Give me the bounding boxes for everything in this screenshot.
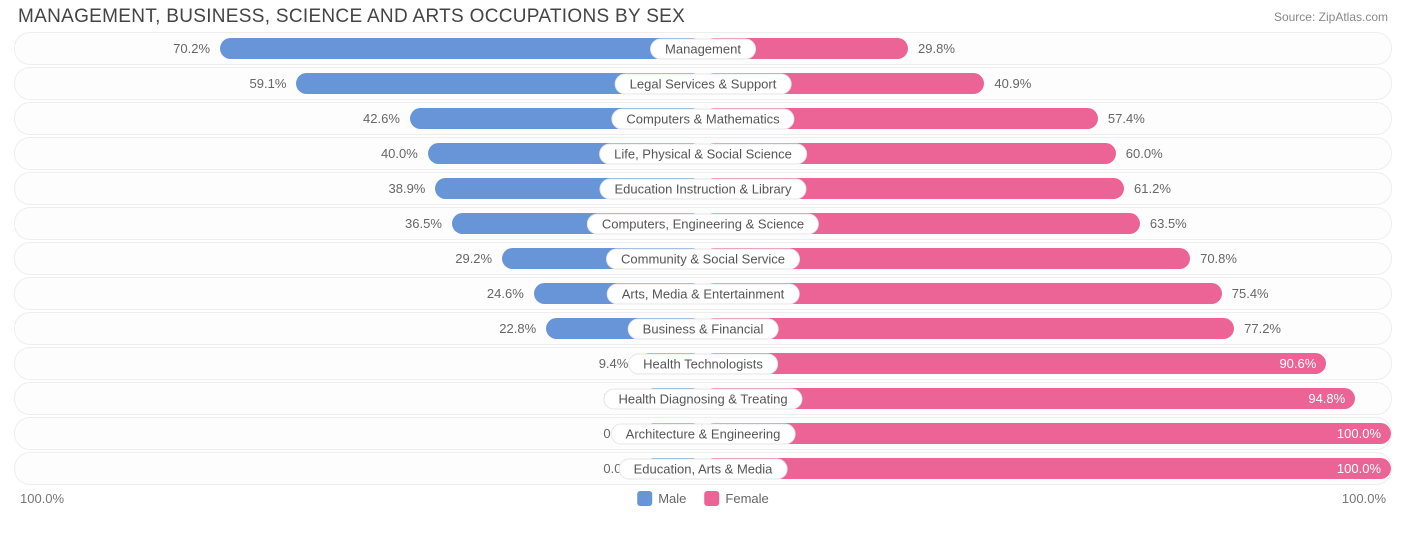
chart-row: 38.9% 61.2% Education Instruction & Librar… [14,172,1392,205]
male-half: 59.1% [15,68,703,99]
category-label: Computers, Engineering & Science [587,213,819,234]
legend-male: Male [637,491,686,506]
male-swatch [637,491,652,506]
female-bar: 100.0% [703,423,1391,444]
female-pct-label: 100.0% [1327,461,1391,476]
legend: Male Female [637,491,769,506]
female-half: 77.2% [703,313,1391,344]
legend-female: Female [704,491,768,506]
category-label: Life, Physical & Social Science [599,143,807,164]
chart-row: 24.6% 75.4% Arts, Media & Entertainment [14,277,1392,310]
female-pct-label: 90.6% [1269,356,1326,371]
male-pct-label: 24.6% [477,286,534,301]
male-half: 29.2% [15,243,703,274]
female-pct-label: 60.0% [1116,146,1173,161]
female-pct-label: 77.2% [1234,321,1291,336]
category-label: Education, Arts & Media [619,458,788,479]
female-bar: 100.0% [703,458,1391,479]
male-half: 5.2% [15,383,703,414]
female-half: 57.4% [703,103,1391,134]
male-half: 0.0% [15,418,703,449]
male-pct-label: 22.8% [489,321,546,336]
male-bar [220,38,703,59]
female-half: 100.0% [703,453,1391,484]
male-pct-label: 40.0% [371,146,428,161]
legend-male-label: Male [658,491,686,506]
male-pct-label: 70.2% [163,41,220,56]
chart-title: MANAGEMENT, BUSINESS, SCIENCE AND ARTS O… [18,6,685,28]
category-label: Business & Financial [628,318,779,339]
female-bar [703,318,1234,339]
male-pct-label: 38.9% [379,181,436,196]
female-pct-label: 63.5% [1140,216,1197,231]
female-pct-label: 57.4% [1098,111,1155,126]
female-pct-label: 75.4% [1222,286,1279,301]
female-pct-label: 94.8% [1298,391,1355,406]
chart-row: 0.0% 100.0% Architecture & Engineering [14,417,1392,450]
category-label: Health Technologists [628,353,778,374]
chart-row: 22.8% 77.2% Business & Financial [14,312,1392,345]
male-pct-label: 42.6% [353,111,410,126]
male-half: 42.6% [15,103,703,134]
female-bar: 90.6% [703,353,1326,374]
female-pct-label: 100.0% [1327,426,1391,441]
chart-row: 42.6% 57.4% Computers & Mathematics [14,102,1392,135]
legend-female-label: Female [725,491,768,506]
female-half: 70.8% [703,243,1391,274]
male-pct-label: 29.2% [445,251,502,266]
axis-right-label: 100.0% [1342,491,1386,506]
female-half: 29.8% [703,33,1391,64]
chart-row: 5.2% 94.8% Health Diagnosing & Treating [14,382,1392,415]
female-pct-label: 70.8% [1190,251,1247,266]
category-label: Legal Services & Support [615,73,792,94]
female-swatch [704,491,719,506]
female-half: 40.9% [703,68,1391,99]
male-half: 22.8% [15,313,703,344]
male-half: 70.2% [15,33,703,64]
female-half: 90.6% [703,348,1391,379]
category-label: Management [650,38,756,59]
chart-row: 29.2% 70.8% Community & Social Service [14,242,1392,275]
male-pct-label: 59.1% [240,76,297,91]
category-label: Computers & Mathematics [611,108,794,129]
female-half: 94.8% [703,383,1391,414]
female-half: 75.4% [703,278,1391,309]
male-half: 9.4% [15,348,703,379]
chart-row: 9.4% 90.6% Health Technologists [14,347,1392,380]
female-pct-label: 29.8% [908,41,965,56]
category-label: Education Instruction & Library [599,178,806,199]
male-pct-label: 36.5% [395,216,452,231]
chart-row: 70.2% 29.8% Management [14,32,1392,65]
axis-row: 100.0% Male Female 100.0% [0,487,1406,506]
male-half: 24.6% [15,278,703,309]
axis-left-label: 100.0% [20,491,64,506]
chart-row: 59.1% 40.9% Legal Services & Support [14,67,1392,100]
category-label: Health Diagnosing & Treating [603,388,802,409]
header: MANAGEMENT, BUSINESS, SCIENCE AND ARTS O… [0,0,1406,32]
female-half: 100.0% [703,418,1391,449]
category-label: Arts, Media & Entertainment [607,283,800,304]
category-label: Community & Social Service [606,248,800,269]
female-pct-label: 61.2% [1124,181,1181,196]
category-label: Architecture & Engineering [611,423,796,444]
source-label: Source: ZipAtlas.com [1274,10,1388,24]
chart-row: 36.5% 63.5% Computers, Engineering & Scien… [14,207,1392,240]
chart-row: 0.0% 100.0% Education, Arts & Media [14,452,1392,485]
male-half: 0.0% [15,453,703,484]
chart-area: 70.2% 29.8% Management 59.1% 40.9% Legal Serv… [0,32,1406,485]
chart-row: 40.0% 60.0% Life, Physical & Social Scienc… [14,137,1392,170]
female-pct-label: 40.9% [984,76,1041,91]
